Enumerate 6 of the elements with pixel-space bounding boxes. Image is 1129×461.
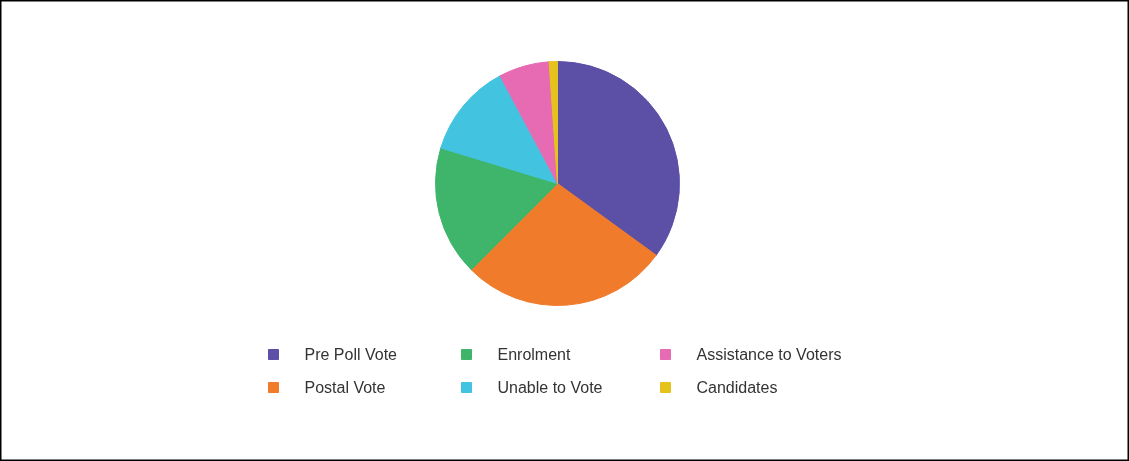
legend-label: Pre Poll Vote (304, 346, 398, 363)
legend-label: Enrolment (497, 346, 571, 363)
legend-label: Postal Vote (304, 379, 386, 396)
legend-label: Assistance to Voters (696, 346, 842, 363)
legend-label: Candidates (696, 379, 778, 396)
legend-label: Unable to Vote (497, 379, 603, 396)
